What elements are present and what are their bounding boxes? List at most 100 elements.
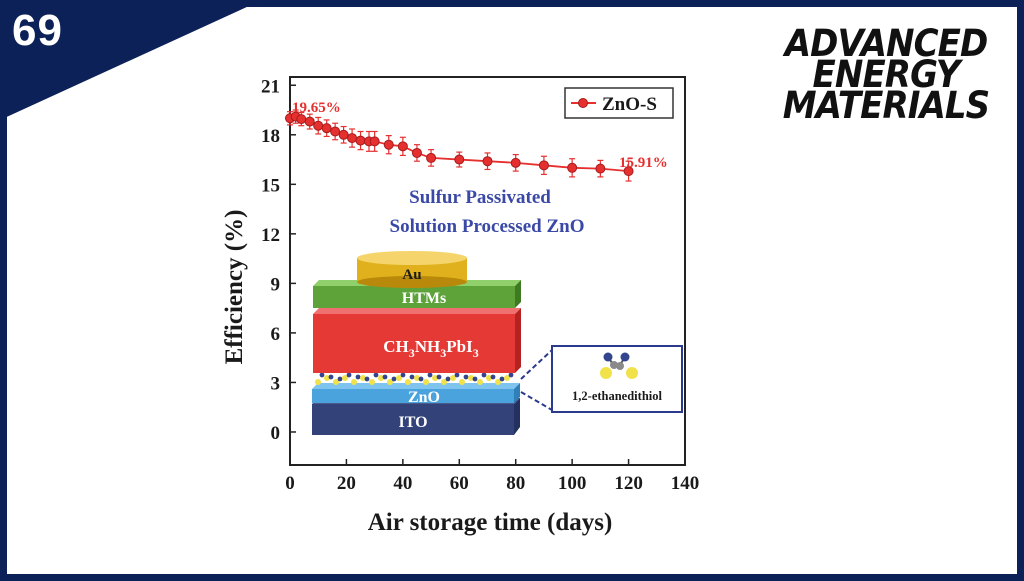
x-tick-label-0: 0: [285, 473, 295, 494]
series-layer: [285, 109, 634, 182]
carbon-dot-12: [427, 372, 433, 378]
logo-line-2: ENERGY: [812, 53, 961, 96]
ethanedithiol-layer: [315, 372, 514, 385]
sulfur-dot-18: [477, 379, 483, 385]
layer-zno: ZnO: [312, 383, 520, 406]
sulfur-dot-1: [324, 375, 330, 381]
y-tick-label-7: 21: [261, 76, 280, 97]
corner-banner: [0, 0, 262, 120]
sulfur-dot-2: [333, 379, 339, 385]
data-point-11: [369, 136, 380, 147]
data-point-14: [411, 147, 422, 158]
molecule-label: 1,2-ethanedithiol: [572, 389, 662, 403]
carbon-dot-3: [346, 372, 352, 378]
x-tick-label-5: 100: [558, 473, 587, 494]
sulfur-dot-14: [441, 379, 447, 385]
layer-label-zno: ZnO: [408, 389, 440, 406]
sulfur-dot-17: [468, 375, 474, 381]
start-value-label: 19.65%: [292, 100, 341, 116]
sulfur-dot-11: [414, 375, 420, 381]
carbon-dot-20: [499, 376, 505, 382]
x-tick-label-1: 20: [337, 473, 356, 494]
sulfur-dot-7: [378, 375, 384, 381]
molecule-icon: [600, 352, 638, 379]
carbon-dot-15: [454, 372, 460, 378]
sulfur-dot-6: [369, 379, 375, 385]
carbon-dot-2: [337, 376, 343, 382]
carbon-dot-4: [355, 374, 361, 380]
y-axis-label: Efficiency (%): [221, 210, 248, 365]
data-point-7: [338, 129, 349, 140]
carbon-dot-7: [382, 374, 388, 380]
layer-au: Au: [357, 251, 467, 288]
sulfur-dot-20: [495, 379, 501, 385]
data-point-4: [313, 120, 324, 131]
data-point-16: [454, 154, 465, 165]
data-point-12: [383, 139, 394, 150]
y-tick-label-1: 3: [271, 373, 281, 394]
carbon-dot-18: [481, 372, 487, 378]
data-point-13: [397, 141, 408, 152]
y-tick-label-2: 6: [271, 324, 281, 345]
sulfur-dot-4: [351, 379, 357, 385]
carbon-dot-0: [319, 372, 325, 378]
y-tick-label-3: 9: [271, 274, 281, 295]
sulfur-dot-9: [396, 375, 402, 381]
legend-label: ZnO-S: [602, 94, 657, 115]
plot-frame: [289, 76, 686, 466]
data-point-18: [510, 157, 521, 168]
sulfur-dot-19: [486, 375, 492, 381]
sulfur-dot-8: [387, 379, 393, 385]
x-tick-label-7: 140: [671, 473, 700, 494]
sulfur-dot-10: [405, 379, 411, 385]
data-point-17: [482, 156, 493, 167]
layer-label-ito: ITO: [398, 414, 427, 431]
sulfur-dot-5: [360, 375, 366, 381]
x-tick-label-4: 80: [506, 473, 525, 494]
carbon-dot-1: [328, 374, 334, 380]
data-point-19: [538, 160, 549, 171]
y-tick-label-6: 18: [261, 126, 280, 147]
carbon-dot-16: [463, 374, 469, 380]
carbon-dot-5: [364, 376, 370, 382]
callout-line-top: [520, 349, 553, 380]
logo-line-1: ADVANCED: [784, 22, 989, 65]
sulfur-dot-0: [315, 379, 321, 385]
logo-line-3: MATERIALS: [782, 84, 991, 127]
end-value-label: 15.91%: [619, 155, 668, 171]
layer-label-au: Au: [402, 267, 421, 283]
sulfur-dot-15: [450, 375, 456, 381]
carbon-dot-17: [472, 376, 478, 382]
layer-label-perovskite: CH3NH3PbI3: [383, 337, 478, 360]
data-point-15: [426, 152, 437, 163]
caption-line-1: Sulfur Passivated: [409, 187, 551, 208]
data-point-22: [623, 166, 634, 177]
data-point-6: [330, 126, 341, 137]
callout-line-bottom: [520, 391, 553, 411]
x-tick-label-6: 120: [614, 473, 643, 494]
y-tick-label-5: 15: [261, 175, 280, 196]
data-point-3: [304, 116, 315, 127]
sulfur-dot-3: [342, 375, 348, 381]
sulfur-dot-21: [504, 375, 510, 381]
carbon-dot-8: [391, 376, 397, 382]
carbon-dot-9: [400, 372, 406, 378]
x-tick-label-3: 60: [450, 473, 469, 494]
legend: ZnO-S: [564, 87, 674, 119]
molecule-box: [551, 345, 683, 413]
legend-marker: [578, 98, 588, 108]
sulfur-dot-12: [423, 379, 429, 385]
sulfur-dot-13: [432, 375, 438, 381]
carbon-dot-13: [436, 374, 442, 380]
data-point-21: [595, 163, 606, 174]
carbon-dot-10: [409, 374, 415, 380]
slide-number: 69: [12, 6, 63, 55]
carbon-dot-19: [490, 374, 496, 380]
layer-perovskite: CH3NH3PbI3: [313, 308, 521, 373]
device-stack-inset: ITO ZnO CH3NH3PbI3 HTMs Au: [312, 251, 683, 435]
journal-logo: ADVANCED ENERGY MATERIALS: [772, 22, 1000, 127]
carbon-dot-6: [373, 372, 379, 378]
y-tick-label-4: 12: [261, 225, 280, 246]
caption-line-2: Solution Processed ZnO: [390, 216, 585, 237]
